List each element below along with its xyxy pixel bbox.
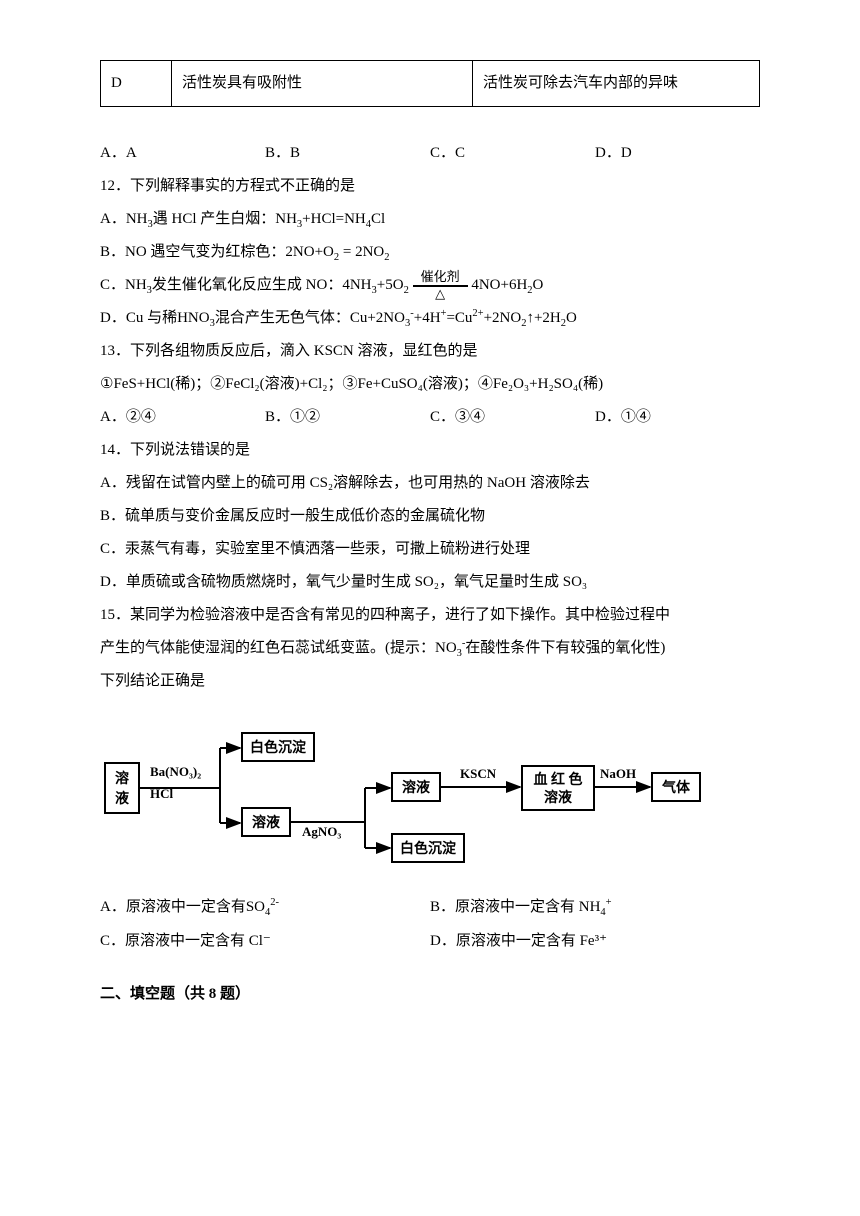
svg-text:Ba(NO₃)₂: Ba(NO₃)₂ (150, 764, 201, 779)
svg-text:血 红 色: 血 红 色 (534, 771, 583, 788)
option-a: A．A (100, 137, 265, 170)
option-c: C．C (430, 137, 595, 170)
section-title: 二、填空题（共 8 题） (100, 978, 760, 1011)
q14-d: D．单质硫或含硫物质燃烧时，氧气少量时生成 SO₂，氧气足量时生成 SO₃ (100, 566, 760, 599)
svg-text:白色沉淀: 白色沉淀 (250, 739, 307, 756)
option-a: A．②④ (100, 401, 265, 434)
q12-a: A．NH3遇 HCl 产生白烟：NH3+HCl=NH4Cl (100, 203, 760, 236)
option-d: D．①④ (595, 401, 760, 434)
q15-stem2: 产生的气体能使湿润的红色石蕊试纸变蓝。(提示：NO3-在酸性条件下有较强的氧化性… (100, 632, 760, 665)
option-d: D．D (595, 137, 760, 170)
option-d: D．原溶液中一定含有 Fe³⁺ (430, 925, 760, 958)
q14-stem: 14．下列说法错误的是 (100, 434, 760, 467)
svg-text:气体: 气体 (661, 779, 691, 796)
q15-options-cd: C．原溶液中一定含有 Cl⁻ D．原溶液中一定含有 Fe³⁺ (100, 925, 760, 958)
q15-stem1: 15．某同学为检验溶液中是否含有常见的四种离子，进行了如下操作。其中检验过程中 (100, 599, 760, 632)
svg-text:白色沉淀: 白色沉淀 (400, 840, 457, 857)
table-cell: 活性炭可除去汽车内部的异味 (473, 61, 760, 107)
svg-text:AgNO₃: AgNO₃ (302, 824, 341, 839)
q12-c: C．NH3发生催化氧化反应生成 NO：4NH3+5O2 催化剂△ 4NO+6H2… (100, 269, 760, 302)
option-c: C．原溶液中一定含有 Cl⁻ (100, 925, 430, 958)
q13-stem: 13．下列各组物质反应后，滴入 KSCN 溶液，显红色的是 (100, 335, 760, 368)
q14-a: A．残留在试管内壁上的硫可用 CS₂溶解除去，也可用热的 NaOH 溶液除去 (100, 467, 760, 500)
q13-list: ①FeS+HCl(稀)；②FeCl₂(溶液)+Cl₂；③Fe+CuSO₄(溶液)… (100, 368, 760, 401)
table-cell: D (101, 61, 172, 107)
svg-text:溶液: 溶液 (544, 789, 573, 806)
q11-options: A．A B．B C．C D．D (100, 137, 760, 170)
svg-text:溶液: 溶液 (252, 814, 281, 831)
svg-text:KSCN: KSCN (460, 766, 497, 781)
option-a: A．原溶液中一定含有SO42- (100, 891, 430, 924)
q12-stem: 12．下列解释事实的方程式不正确的是 (100, 170, 760, 203)
flowchart: 溶 液 Ba(NO₃)₂ HCl 白色沉淀 溶液 AgNO₃ 溶液 白色沉淀 K… (100, 708, 760, 881)
q12-d: D．Cu 与稀HNO3混合产生无色气体：Cu+2NO3-+4H+=Cu2++2N… (100, 302, 760, 335)
option-b: B．①② (265, 401, 430, 434)
q15-stem3: 下列结论正确是 (100, 665, 760, 698)
table-row: D 活性炭具有吸附性 活性炭可除去汽车内部的异味 (100, 60, 760, 107)
q13-options: A．②④ B．①② C．③④ D．①④ (100, 401, 760, 434)
svg-text:NaOH: NaOH (600, 766, 636, 781)
svg-text:溶液: 溶液 (402, 779, 431, 796)
svg-text:溶: 溶 (115, 770, 129, 787)
q12-b: B．NO 遇空气变为红棕色：2NO+O2 = 2NO2 (100, 236, 760, 269)
option-c: C．③④ (430, 401, 595, 434)
table-cell: 活性炭具有吸附性 (172, 61, 473, 107)
option-b: B．B (265, 137, 430, 170)
q14-c: C．汞蒸气有毒，实验室里不慎洒落一些汞，可撒上硫粉进行处理 (100, 533, 760, 566)
option-b: B．原溶液中一定含有 NH4+ (430, 891, 760, 924)
svg-text:液: 液 (115, 790, 130, 807)
q15-options-ab: A．原溶液中一定含有SO42- B．原溶液中一定含有 NH4+ (100, 891, 760, 924)
flowchart-svg: 溶 液 Ba(NO₃)₂ HCl 白色沉淀 溶液 AgNO₃ 溶液 白色沉淀 K… (100, 708, 740, 868)
q14-b: B．硫单质与变价金属反应时一般生成低价态的金属硫化物 (100, 500, 760, 533)
